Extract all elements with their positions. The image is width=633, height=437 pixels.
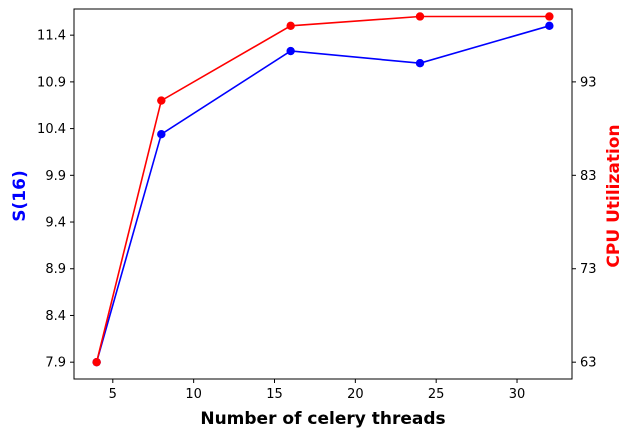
x-tick-label: 30 [509, 387, 526, 402]
left-y-tick-label: 11.4 [37, 29, 66, 44]
left-y-tick-label: 8.9 [45, 262, 66, 277]
data-point-right [286, 21, 295, 31]
right-y-tick-label: 83 [580, 169, 597, 184]
left-y-tick-label: 9.4 [45, 216, 66, 231]
data-point-right [157, 96, 166, 105]
plot-area [92, 12, 554, 367]
left-y-tick-label: 9.9 [45, 169, 66, 184]
data-point-right [415, 12, 425, 21]
data-point-right [92, 357, 101, 367]
x-axis-title: Number of celery threads [200, 409, 445, 429]
x-tick-label: 25 [428, 387, 445, 402]
x-tick-label: 20 [347, 387, 364, 402]
series-line-right [95, 15, 550, 363]
left-y-tick-label: 8.4 [45, 309, 66, 324]
x-tick-label: 5 [109, 387, 117, 402]
left-y-tick-label: 10.4 [37, 122, 66, 137]
data-point-left [157, 130, 166, 139]
data-point-right [545, 12, 554, 21]
data-point-left [286, 46, 295, 56]
left-y-tick-label: 10.9 [37, 75, 66, 90]
left-axis-title: S(16) [10, 170, 30, 221]
data-point-left [545, 21, 554, 31]
right-y-tick-label: 93 [580, 75, 597, 90]
right-axis-title: CPU Utilization [604, 124, 624, 267]
left-y-tick-label: 7.9 [45, 356, 66, 371]
plot-frame [73, 8, 573, 380]
right-y-tick-label: 73 [580, 262, 597, 277]
right-y-tick-label: 63 [580, 356, 597, 371]
x-tick-label: 15 [266, 387, 283, 402]
series-line-left [95, 25, 550, 363]
axes: 5 10 15 20 25 30 7.9 8.4 8.9 9.4 9.9 10.4 10.9 11.4 63… [37, 8, 597, 402]
data-point-left [415, 58, 425, 68]
x-tick-label: 10 [185, 387, 202, 402]
